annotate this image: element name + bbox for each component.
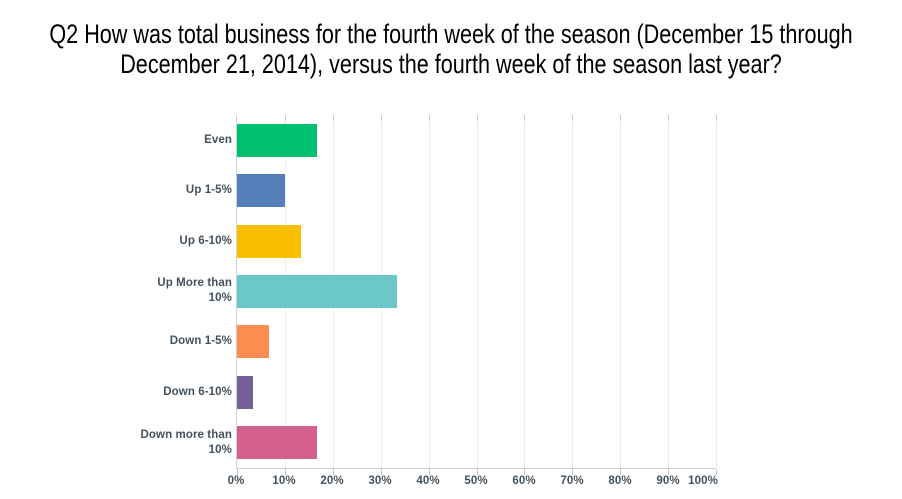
category-axis-labels: Even Up 1-5% Up 6-10% Up More than 10% Down …	[132, 115, 232, 468]
tick-mark-bottom-60	[524, 469, 526, 475]
bar-2	[237, 224, 301, 258]
tick-mark-bottom-0	[237, 469, 238, 475]
x-tick-label-40pct: 40%	[416, 475, 440, 487]
x-tick-label-100pct: 100%	[688, 475, 718, 487]
plot-area	[236, 115, 717, 475]
category-label-3: Up More than 10%	[157, 277, 232, 305]
x-tick-label-80pct: 80%	[608, 475, 632, 487]
x-axis-tick-labels: 0% 10% 20% 30% 40% 50% 60% 70% 80% 90% 100%	[228, 475, 718, 491]
tick-mark-bottom-10	[284, 469, 286, 475]
bar-4	[237, 325, 269, 359]
tick-mark-bottom-50	[476, 469, 478, 475]
x-tick-label-90pct: 90%	[656, 475, 680, 487]
category-label-2: Up 6-10%	[179, 234, 232, 247]
bar-0	[237, 123, 317, 157]
tick-mark-top-30	[380, 115, 382, 121]
category-label-0: Even	[204, 133, 232, 146]
tick-mark-top-10	[284, 115, 286, 121]
x-tick-label-70pct: 70%	[560, 475, 584, 487]
bar-3	[237, 275, 397, 308]
category-label-6: Down more than 10%	[140, 428, 232, 456]
tick-mark-bottom-100	[716, 469, 717, 475]
chart-title: Q2 How was total business for the fourth…	[0, 19, 902, 79]
chart-title-line-1: Q2 How was total business for the fourth…	[49, 19, 853, 49]
tick-mark-bottom-80	[620, 469, 622, 475]
tick-mark-bottom-30	[380, 469, 382, 475]
bar-6	[237, 426, 317, 460]
tick-mark-top-80	[620, 115, 622, 121]
x-tick-label-60pct: 60%	[512, 475, 536, 487]
gridline-60	[524, 115, 526, 468]
tick-mark-top-50	[476, 115, 478, 121]
tick-mark-top-90	[668, 115, 670, 121]
tick-mark-top-60	[524, 115, 526, 121]
gridline-40	[428, 115, 430, 468]
gridline-80	[620, 115, 622, 468]
bar-1	[237, 174, 285, 208]
gridline-50	[476, 115, 478, 468]
tick-mark-top-20	[332, 115, 334, 121]
x-tick-label-20pct: 20%	[320, 475, 344, 487]
x-tick-label-0pct: 0%	[227, 475, 245, 487]
tick-mark-top-100	[716, 115, 717, 121]
category-label-5: Down 6-10%	[163, 385, 232, 398]
tick-mark-bottom-90	[668, 469, 670, 475]
x-tick-label-30pct: 30%	[368, 475, 392, 487]
tick-mark-bottom-20	[332, 469, 334, 475]
gridline-100	[716, 115, 717, 468]
tick-mark-bottom-70	[572, 469, 574, 475]
gridline-90	[668, 115, 670, 468]
x-tick-label-50pct: 50%	[464, 475, 488, 487]
category-label-1: Up 1-5%	[185, 184, 232, 197]
tick-mark-top-70	[572, 115, 574, 121]
tick-mark-top-40	[428, 115, 430, 121]
chart-title-line-2: December 21, 2014), versus the fourth we…	[120, 49, 782, 79]
gridline-70	[572, 115, 574, 468]
tick-mark-bottom-40	[428, 469, 430, 475]
category-label-4: Down 1-5%	[169, 335, 232, 348]
bar-5	[237, 375, 253, 409]
x-tick-label-10pct: 10%	[272, 475, 296, 487]
